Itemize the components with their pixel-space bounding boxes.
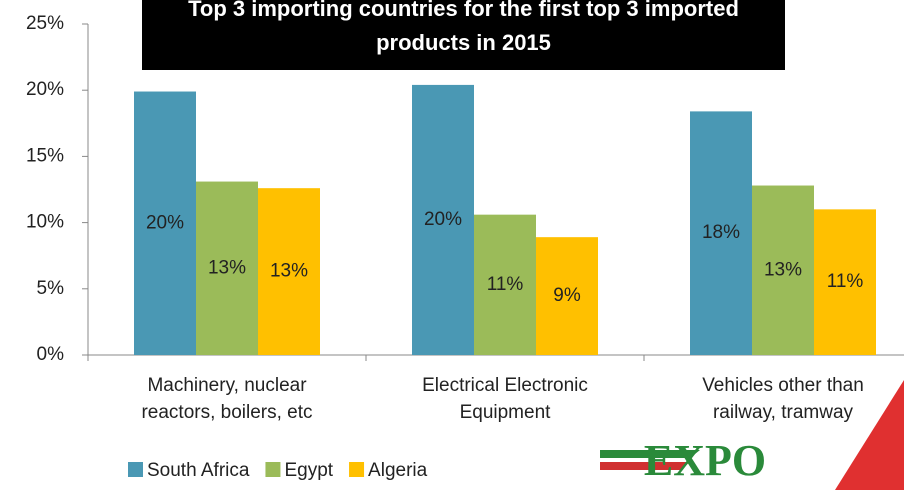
value-label: 20%	[424, 209, 462, 230]
value-label: 11%	[487, 274, 524, 295]
y-tick-label: 25%	[26, 13, 64, 34]
chart-title: Top 3 importing countries for the first …	[188, 0, 739, 55]
logo-stripe	[600, 462, 690, 470]
bar	[690, 111, 752, 355]
y-tick-label: 5%	[37, 278, 65, 299]
legend-swatch	[349, 462, 365, 477]
y-tick-label: 0%	[37, 344, 65, 365]
value-label: 11%	[827, 271, 864, 292]
value-label: 9%	[553, 285, 581, 306]
bar	[196, 181, 258, 355]
bar	[536, 237, 598, 355]
y-tick-label: 20%	[26, 79, 64, 100]
logo-stripe	[600, 450, 700, 458]
bar	[134, 91, 196, 356]
value-label: 13%	[764, 259, 802, 280]
x-tick-label: Electrical Electronic Equipment	[422, 375, 588, 423]
bar	[412, 84, 474, 356]
logo-text: EXPO	[644, 436, 766, 485]
value-label: 20%	[146, 212, 184, 233]
chart-title-box: Top 3 importing countries for the first …	[142, 0, 785, 70]
legend-label: Egypt	[284, 460, 333, 481]
value-label: 18%	[702, 222, 740, 243]
legend-label: South Africa	[147, 460, 250, 481]
legend-swatch	[128, 462, 143, 477]
logo-triangle	[835, 380, 904, 490]
bar	[258, 188, 320, 355]
value-label: 13%	[270, 261, 308, 282]
bar	[814, 209, 876, 355]
x-tick-label: Vehicles other than railway, tramway	[702, 375, 864, 423]
x-tick-label: Machinery, nuclear reactors, boilers, et…	[141, 375, 313, 423]
value-label: 13%	[208, 257, 246, 278]
bar	[752, 185, 814, 355]
y-tick-label: 10%	[26, 212, 64, 233]
legend-label: Algeria	[368, 460, 428, 481]
legend-swatch	[265, 462, 281, 477]
bar	[474, 214, 536, 355]
y-tick-label: 15%	[26, 145, 64, 166]
